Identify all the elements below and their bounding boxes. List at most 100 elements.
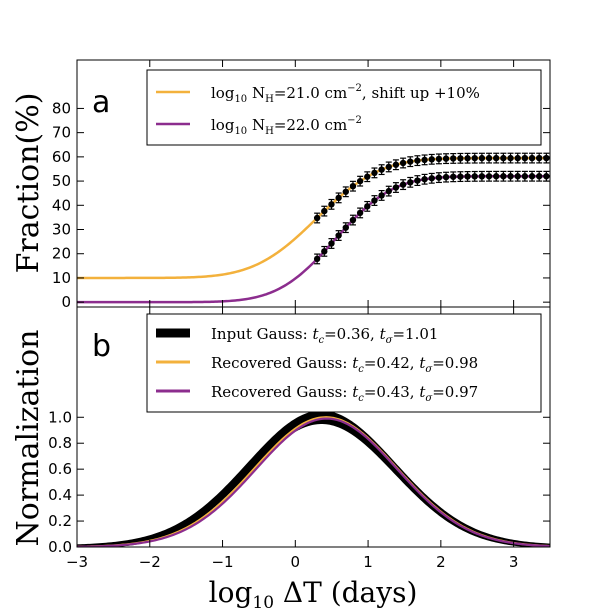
y-tick-label: 0.4 bbox=[48, 486, 72, 504]
y-tick-label: 50 bbox=[52, 172, 71, 190]
data-point bbox=[464, 155, 471, 162]
y-tick-label: 1.0 bbox=[48, 408, 72, 426]
y-tick-label: 0.0 bbox=[48, 538, 72, 556]
data-point bbox=[521, 173, 529, 180]
data-point bbox=[514, 173, 521, 180]
data-point bbox=[385, 187, 392, 195]
data-point bbox=[450, 173, 457, 180]
legend-a bbox=[146, 69, 542, 146]
y-tick-label: 10 bbox=[52, 269, 71, 287]
data-point bbox=[335, 232, 342, 239]
data-point bbox=[407, 179, 414, 186]
data-point bbox=[414, 157, 421, 164]
series-1-band bbox=[77, 410, 550, 547]
data-point bbox=[450, 155, 457, 162]
data-point bbox=[471, 154, 478, 162]
data-point bbox=[435, 155, 443, 163]
data-point bbox=[457, 173, 464, 180]
data-point bbox=[385, 163, 392, 171]
data-point bbox=[543, 154, 550, 162]
y-tick-label: 40 bbox=[52, 196, 71, 214]
data-point bbox=[478, 173, 486, 180]
data-point bbox=[371, 169, 378, 177]
y-axis-label-a: Fraction(%) bbox=[11, 93, 46, 274]
x-axis-label: log10 ΔT (days) bbox=[209, 576, 418, 610]
data-point bbox=[500, 154, 507, 162]
data-point bbox=[514, 154, 521, 162]
y-tick-label: 30 bbox=[52, 221, 71, 239]
series-2-curve bbox=[77, 416, 550, 547]
panel-b-plot bbox=[77, 410, 550, 547]
data-point bbox=[528, 154, 536, 162]
series-1-curve bbox=[77, 156, 550, 280]
panel-label-b: b bbox=[92, 329, 111, 364]
y-tick-label: 0.8 bbox=[48, 434, 72, 452]
x-tick-label: 2 bbox=[436, 553, 446, 571]
data-point bbox=[421, 156, 428, 164]
data-point bbox=[507, 173, 514, 180]
y-axis-label-b: Normalization bbox=[11, 330, 46, 547]
data-point bbox=[428, 175, 435, 182]
y-tick-label: 0 bbox=[61, 293, 71, 311]
data-point bbox=[421, 176, 428, 183]
legend-b bbox=[146, 313, 542, 413]
data-point bbox=[356, 177, 364, 185]
y-tick-label: 60 bbox=[52, 148, 71, 166]
data-point bbox=[471, 173, 478, 180]
series-2-curve bbox=[77, 174, 550, 304]
data-point bbox=[399, 181, 407, 188]
data-point bbox=[371, 197, 378, 204]
data-point bbox=[335, 194, 342, 202]
data-point bbox=[535, 173, 543, 180]
data-point bbox=[321, 207, 328, 215]
data-point bbox=[356, 209, 364, 217]
x-tick-label: −2 bbox=[139, 553, 161, 571]
x-tick-label: 1 bbox=[363, 553, 373, 571]
data-point bbox=[364, 173, 371, 180]
data-point bbox=[442, 173, 450, 181]
legend-a-label-1: log10 NH=21.0 cm−2, shift up +10% bbox=[211, 83, 480, 105]
data-point bbox=[528, 173, 536, 180]
data-point bbox=[399, 159, 407, 167]
data-point bbox=[414, 177, 421, 184]
data-point bbox=[485, 173, 493, 180]
data-point bbox=[313, 214, 321, 222]
data-point bbox=[521, 154, 529, 162]
data-point bbox=[493, 173, 500, 180]
data-point bbox=[478, 154, 486, 162]
data-point bbox=[457, 155, 464, 162]
legend-b-label-1: Input Gauss: tc=0.36, tσ=1.01 bbox=[211, 325, 438, 346]
data-point bbox=[507, 154, 514, 162]
data-point bbox=[328, 240, 335, 247]
data-point bbox=[535, 154, 543, 162]
data-point bbox=[428, 156, 435, 163]
y-tick-label: 0.6 bbox=[48, 460, 72, 478]
data-point bbox=[321, 248, 328, 255]
panel-label-a: a bbox=[92, 85, 110, 120]
data-point bbox=[349, 216, 357, 224]
y-tick-label: 70 bbox=[52, 124, 71, 142]
panel-a-plot bbox=[77, 152, 550, 304]
legend-b-label-3: Recovered Gauss: tc=0.43, tσ=0.97 bbox=[211, 383, 478, 404]
data-point bbox=[500, 173, 507, 180]
data-point bbox=[392, 184, 400, 191]
data-point bbox=[435, 174, 443, 181]
data-point bbox=[349, 182, 357, 190]
series-3-curve bbox=[77, 417, 550, 547]
x-tick-label: 0 bbox=[291, 553, 301, 571]
y-tick-label: 0.2 bbox=[48, 512, 72, 530]
data-point bbox=[313, 255, 321, 263]
data-point bbox=[485, 154, 493, 162]
x-tick-label: 3 bbox=[509, 553, 519, 571]
panel-b-frame bbox=[76, 306, 551, 548]
data-point bbox=[378, 192, 385, 199]
y-tick-label: 20 bbox=[52, 245, 71, 263]
data-point bbox=[392, 161, 400, 168]
data-point bbox=[342, 188, 349, 195]
legend-a-label-2: log10 NH=22.0 cm−2 bbox=[211, 115, 362, 137]
x-tick-label: −1 bbox=[211, 553, 233, 571]
data-point bbox=[328, 201, 335, 208]
data-point bbox=[378, 166, 385, 173]
data-point bbox=[543, 173, 550, 180]
